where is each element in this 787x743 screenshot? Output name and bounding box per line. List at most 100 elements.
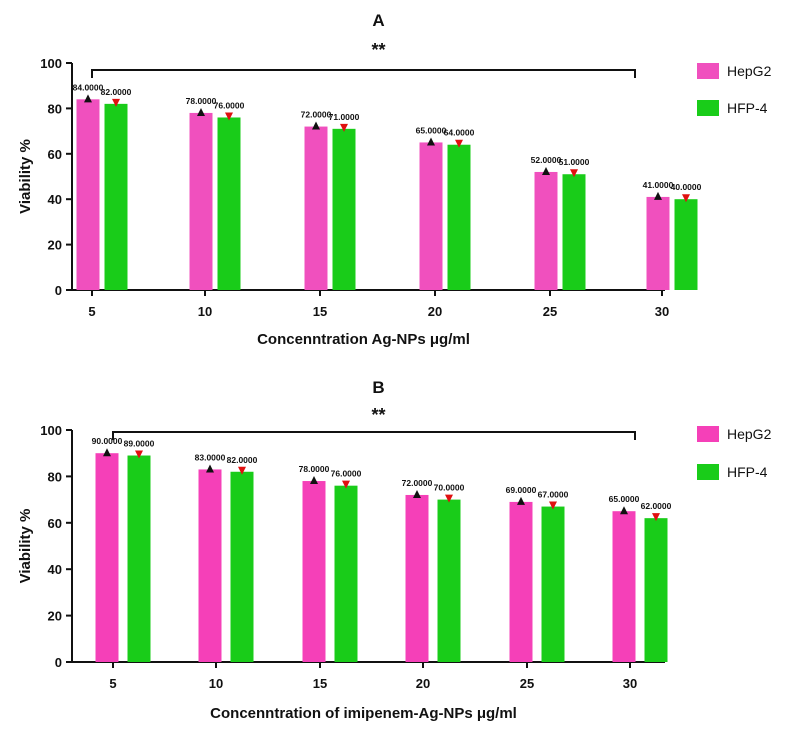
data-label: 76.0000 [214,100,245,110]
x-axis-title: Concenntration of imipenem-Ag-NPs μg/ml [210,705,517,722]
x-tick-label: 30 [655,304,669,319]
x-tick-label: 30 [623,676,637,691]
bar-hfp-4-15 [334,485,358,662]
point-marker-hepg2-15 [310,476,318,485]
x-tick-label: 10 [198,304,212,319]
point-marker-hfp-4-25 [570,169,578,178]
y-tick-label: 60 [48,516,62,531]
y-tick-label: 40 [48,562,62,577]
point-marker-hepg2-30 [654,191,662,200]
data-label: 84.0000 [73,82,104,92]
data-label: 90.0000 [92,436,123,446]
data-label: 67.0000 [538,490,569,500]
bar-hepg2-5 [95,453,119,662]
point-marker-hepg2-30 [620,506,628,515]
data-label: 62.0000 [641,501,672,511]
y-tick-label: 0 [55,283,62,298]
y-tick-label: 0 [55,655,62,670]
point-marker-hepg2-25 [542,166,550,175]
x-tick-label: 10 [209,676,223,691]
significance-marker: ** [371,40,385,60]
y-tick-label: 20 [48,238,62,253]
point-marker-hepg2-20 [427,137,435,146]
bar-hfp-4-30 [674,199,698,290]
significance-bracket [112,431,636,440]
point-marker-hepg2-10 [206,464,214,473]
y-tick-label: 60 [48,147,62,162]
data-label: 65.0000 [609,494,640,504]
bar-hfp-4-5 [127,455,151,662]
point-marker-hepg2-5 [84,94,92,103]
bar-hepg2-25 [509,501,533,662]
bar-hepg2-25 [534,171,558,290]
x-tick-label: 20 [416,676,430,691]
legend-entry: HFP-4 [727,464,768,480]
data-label: 40.0000 [671,182,702,192]
y-tick-label: 80 [48,101,62,116]
bar-hepg2-20 [419,142,443,290]
bar-hepg2-30 [612,511,636,662]
x-tick-label: 20 [428,304,442,319]
data-label: 82.0000 [227,455,258,465]
bar-hfp-4-20 [447,144,471,290]
bar-hfp-4-30 [644,518,668,662]
data-label: 70.0000 [434,483,465,493]
significance-marker: ** [371,405,385,425]
x-tick-label: 15 [313,304,327,319]
bar-hepg2-30 [646,196,670,290]
data-label: 82.0000 [101,87,132,97]
y-tick-label: 80 [48,469,62,484]
data-label: 89.0000 [124,439,155,449]
data-label: 41.0000 [643,180,674,190]
bar-hfp-4-10 [217,117,241,290]
point-marker-hepg2-20 [413,489,421,498]
data-label: 64.0000 [444,128,475,138]
point-marker-hepg2-15 [312,121,320,130]
x-tick-label: 5 [109,676,116,691]
data-label: 83.0000 [195,452,226,462]
legend-swatch-hfp-4 [697,464,719,480]
point-marker-hfp-4-10 [238,466,246,475]
legend-swatch-hepg2 [697,63,719,79]
bar-hfp-4-10 [230,471,254,662]
y-axis-title: Viability % [17,139,34,214]
point-marker-hfp-4-30 [682,194,690,203]
point-marker-hfp-4-5 [112,98,120,107]
data-label: 69.0000 [506,485,537,495]
y-axis-title: Viability % [17,509,34,584]
x-tick-label: 25 [543,304,557,319]
point-marker-hfp-4-5 [135,450,143,459]
x-axis-title: Concenntration Ag-NPs μg/ml [257,331,470,348]
significance-bracket [91,69,636,78]
legend-entry: HFP-4 [727,100,768,116]
bar-hepg2-10 [189,112,213,290]
data-label: 76.0000 [331,469,362,479]
bar-hepg2-5 [76,99,100,290]
bar-hfp-4-15 [332,128,356,290]
bar-hepg2-10 [198,469,222,662]
chart-title: A [372,11,384,30]
data-label: 65.0000 [416,125,447,135]
point-marker-hepg2-25 [517,496,525,505]
y-tick-label: 40 [48,192,62,207]
point-marker-hepg2-10 [197,107,205,116]
point-marker-hfp-4-20 [445,494,453,503]
point-marker-hepg2-5 [103,448,111,457]
point-marker-hfp-4-30 [652,513,660,522]
x-tick-label: 5 [88,304,95,319]
bar-hepg2-20 [405,494,429,662]
bar-hfp-4-25 [562,174,586,290]
data-label: 52.0000 [531,155,562,165]
bar-hfp-4-25 [541,506,565,662]
point-marker-hfp-4-15 [342,480,350,489]
legend-entry: HepG2 [727,426,772,442]
bar-hfp-4-5 [104,103,128,290]
point-marker-hfp-4-10 [225,112,233,121]
data-label: 72.0000 [301,110,332,120]
y-tick-label: 100 [40,56,62,71]
point-marker-hfp-4-25 [549,501,557,510]
point-marker-hfp-4-15 [340,123,348,132]
data-label: 51.0000 [559,157,590,167]
